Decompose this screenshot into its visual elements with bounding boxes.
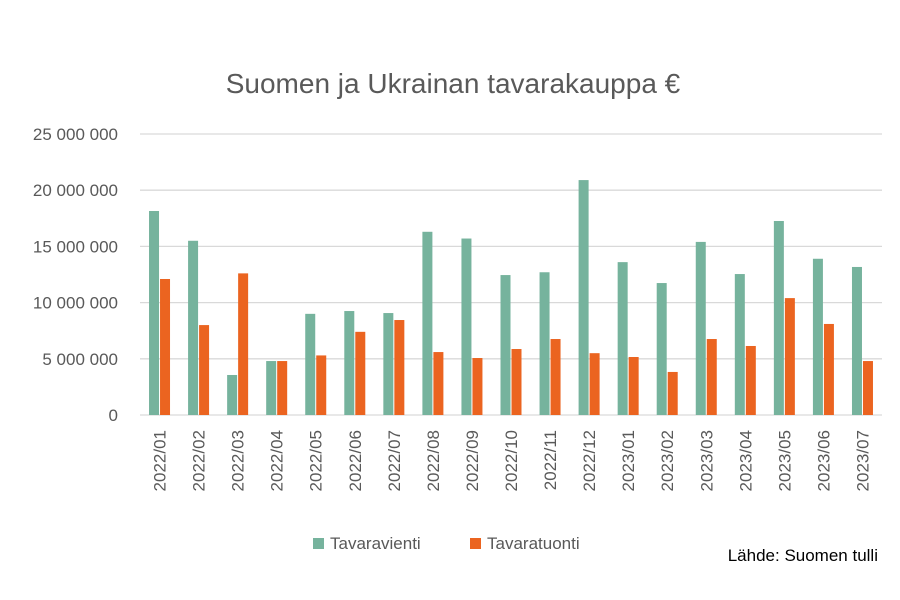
bar-tavaratuonti-2023-01 [628, 357, 639, 415]
y-tick-label: 25 000 000 [33, 125, 118, 144]
bar-tavaratuonti-2022-02 [199, 325, 210, 415]
y-tick-label: 20 000 000 [33, 181, 118, 200]
bar-tavaratuonti-2023-03 [706, 339, 717, 415]
bar-tavaravienti-2022-06 [344, 311, 355, 415]
legend-swatch [470, 538, 481, 549]
x-tick-label: 2023/02 [658, 430, 677, 491]
x-tick-label: 2022/03 [229, 430, 248, 491]
bar-tavaratuonti-2023-07 [862, 361, 873, 415]
x-tick-label: 2023/04 [736, 430, 755, 491]
legend-swatch [313, 538, 324, 549]
bar-tavaravienti-2022-01 [149, 210, 160, 415]
source-note: Lähde: Suomen tulli [728, 546, 878, 565]
bar-tavaratuonti-2023-06 [823, 323, 834, 415]
bar-tavaratuonti-2022-08 [433, 352, 444, 415]
x-tick-label: 2022/07 [385, 430, 404, 491]
legend-label: Tavaratuonti [487, 534, 580, 553]
x-tick-label: 2022/01 [151, 430, 170, 491]
x-tick-label: 2022/02 [190, 430, 209, 491]
bar-tavaratuonti-2022-05 [316, 355, 327, 415]
bar-tavaratuonti-2022-10 [511, 349, 522, 415]
bar-tavaravienti-2023-01 [617, 262, 628, 415]
x-tick-label: 2022/04 [268, 430, 287, 491]
x-tick-label: 2022/08 [424, 430, 443, 491]
x-tick-label: 2023/03 [697, 430, 716, 491]
bar-tavaravienti-2023-04 [734, 274, 745, 415]
legend-label: Tavaravienti [330, 534, 421, 553]
bar-tavaravienti-2022-11 [539, 272, 550, 415]
y-tick-label: 10 000 000 [33, 294, 118, 313]
bar-tavaravienti-2022-05 [305, 313, 316, 415]
bar-tavaratuonti-2023-02 [667, 371, 678, 415]
x-axis-ticks: 2022/01 2022/02 2022/03 2022/04 2022/05 2022/… [151, 430, 873, 491]
x-tick-label: 2022/09 [463, 430, 482, 491]
bar-tavaratuonti-2022-09 [472, 358, 483, 415]
bar-tavaravienti-2022-12 [578, 180, 589, 415]
bar-tavaravienti-2023-05 [773, 220, 784, 415]
bar-tavaratuonti-2022-12 [589, 353, 600, 415]
bar-tavaravienti-2022-10 [500, 275, 511, 415]
bar-tavaratuonti-2022-01 [160, 278, 171, 415]
bar-tavaratuonti-2023-04 [745, 345, 756, 415]
y-tick-label: 5 000 000 [42, 350, 118, 369]
x-tick-label: 2022/12 [580, 430, 599, 491]
y-tick-label: 15 000 000 [33, 237, 118, 256]
x-tick-label: 2023/06 [814, 430, 833, 491]
bar-tavaratuonti-2023-05 [784, 298, 795, 415]
x-tick-label: 2022/10 [502, 430, 521, 491]
bars [149, 180, 873, 415]
bar-tavaratuonti-2022-11 [550, 339, 561, 415]
bar-tavaravienti-2022-07 [383, 313, 394, 415]
bar-tavaratuonti-2022-06 [355, 331, 366, 415]
x-tick-label: 2022/11 [541, 430, 560, 490]
x-tick-label: 2023/05 [775, 430, 794, 491]
x-tick-label: 2022/06 [346, 430, 365, 491]
bar-tavaravienti-2022-02 [188, 240, 199, 415]
gridlines [140, 133, 882, 416]
x-tick-label: 2023/07 [853, 430, 872, 491]
bar-tavaravienti-2023-03 [695, 241, 706, 415]
x-tick-label: 2023/01 [619, 430, 638, 491]
bar-tavaratuonti-2022-03 [238, 273, 249, 415]
y-axis-ticks: 0 5 000 000 10 000 000 15 000 000 20 000 000… [33, 125, 118, 425]
bar-tavaratuonti-2022-04 [277, 361, 288, 415]
bar-tavaravienti-2022-09 [461, 238, 472, 415]
bar-tavaravienti-2023-02 [656, 283, 667, 415]
bar-tavaravienti-2023-07 [851, 266, 862, 415]
bar-tavaratuonti-2022-07 [394, 320, 405, 415]
bar-tavaravienti-2023-06 [812, 258, 823, 415]
bar-tavaravienti-2022-03 [227, 374, 238, 415]
bar-tavaravienti-2022-04 [266, 361, 277, 415]
x-tick-label: 2022/05 [307, 430, 326, 491]
chart-title: Suomen ja Ukrainan tavarakauppa € [226, 68, 681, 99]
legend: Tavaravienti Tavaratuonti [313, 534, 580, 553]
bar-tavaravienti-2022-08 [422, 231, 433, 415]
y-tick-label: 0 [109, 406, 118, 425]
